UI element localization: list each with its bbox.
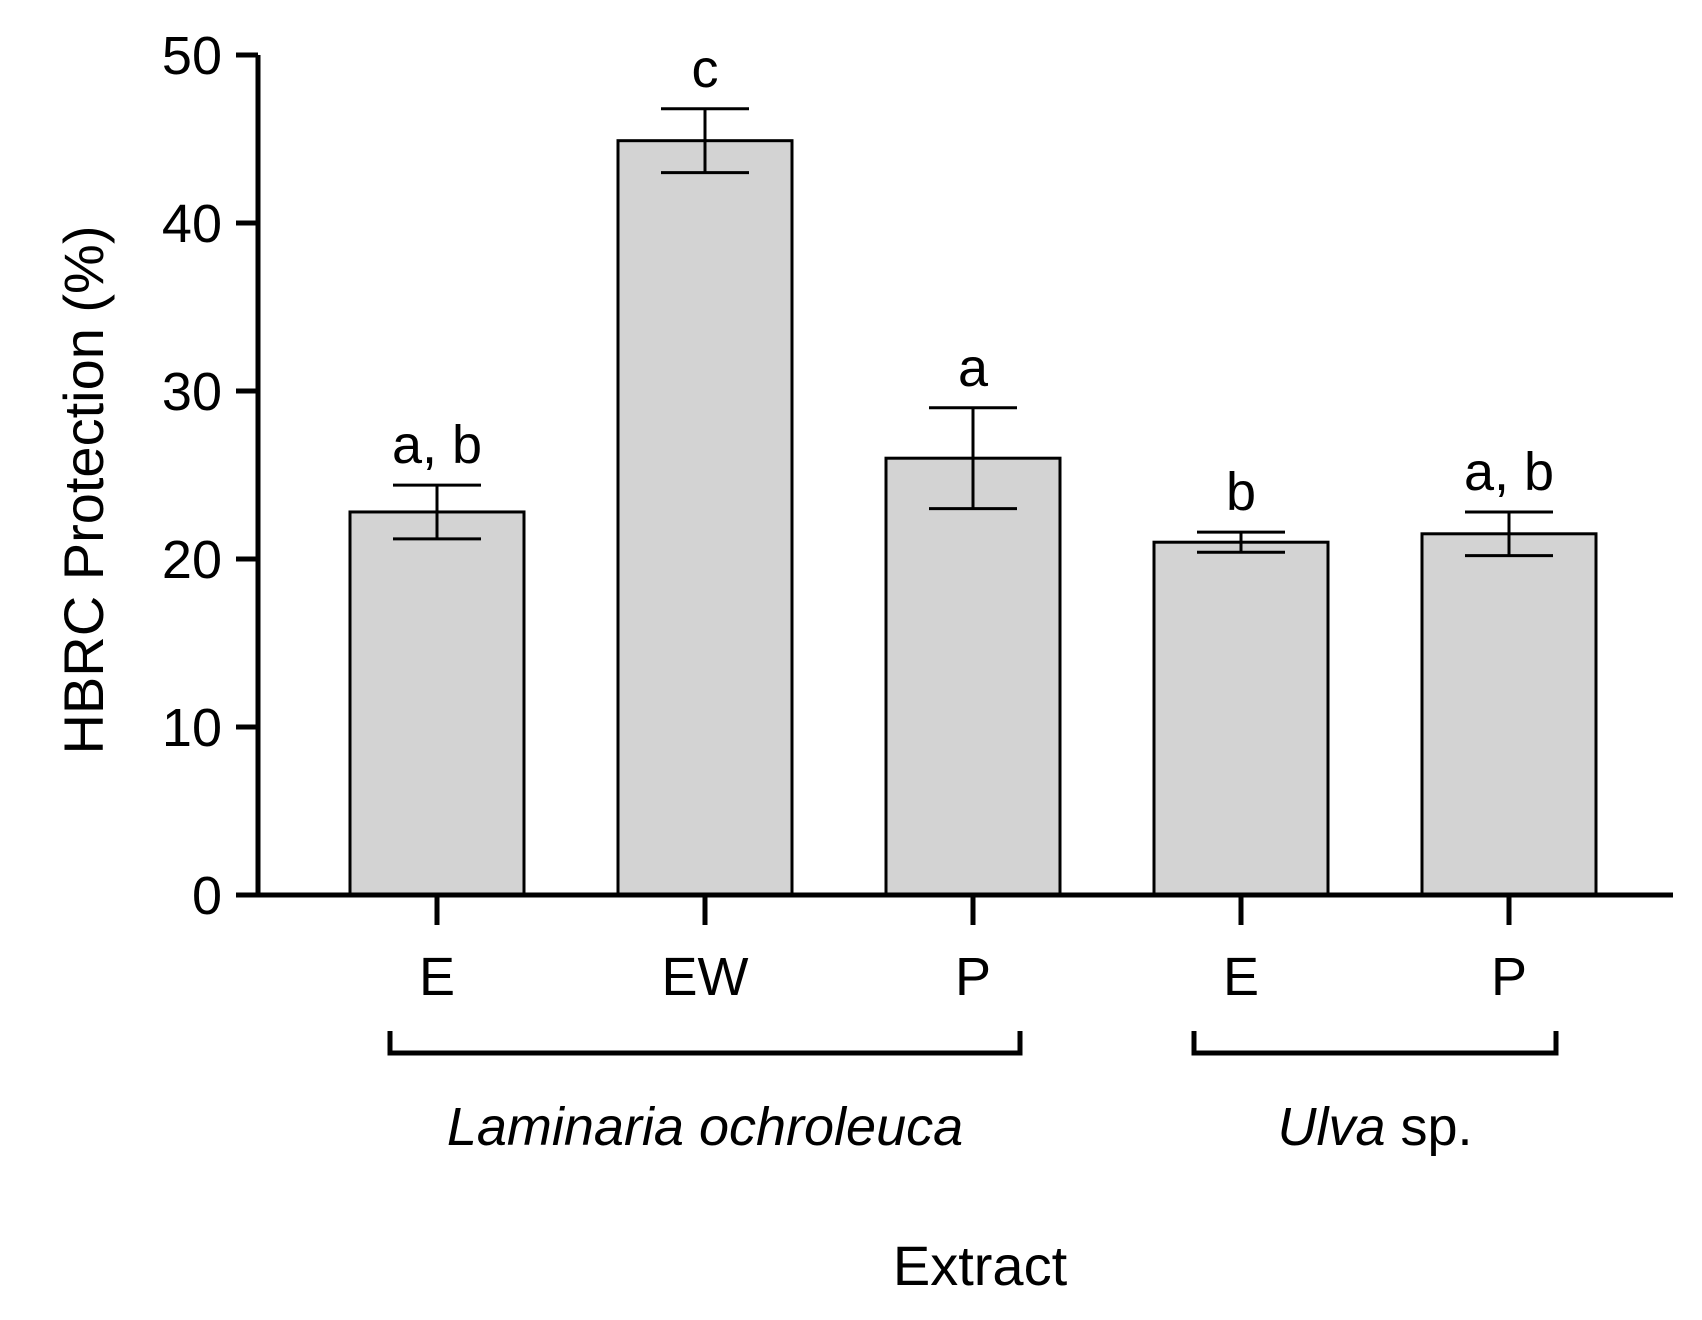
group-bracket (1191, 1031, 1559, 1056)
x-tick-label: E (1223, 947, 1259, 1007)
y-axis-ticks: 0 10 20 30 40 50 (162, 26, 258, 926)
x-axis-ticks: E EW P E P (419, 895, 1527, 1007)
bar (616, 139, 794, 897)
group-label: Laminaria ochroleuca (447, 1097, 963, 1157)
significance-labels: a, b c a b a, b (392, 39, 1554, 522)
bar (1420, 532, 1598, 897)
x-tick-label: E (419, 947, 455, 1007)
bars (348, 139, 1598, 897)
significance-label: a, b (1464, 442, 1554, 502)
significance-label: a (958, 338, 989, 398)
error-bars (393, 107, 1553, 558)
bar (884, 456, 1062, 897)
group-brackets: Laminaria ochroleuca Ulva sp. (387, 1031, 1559, 1157)
y-tick-label: 20 (162, 530, 222, 590)
y-tick-label: 30 (162, 362, 222, 422)
y-tick-label: 50 (162, 26, 222, 86)
significance-label: c (692, 39, 719, 99)
x-tick-label: P (1491, 947, 1527, 1007)
x-tick-label: P (955, 947, 991, 1007)
x-tick-label: EW (662, 947, 749, 1007)
y-tick-label: 40 (162, 194, 222, 254)
significance-label: a, b (392, 415, 482, 475)
bar (1152, 540, 1330, 897)
significance-label: b (1226, 462, 1256, 522)
y-tick-label: 0 (192, 866, 222, 926)
group-bracket (387, 1031, 1023, 1056)
group-label: Ulva sp. (1277, 1097, 1472, 1157)
y-axis-title: HBRC Protection (%) (52, 225, 115, 754)
x-axis-title: Extract (893, 1234, 1068, 1297)
bar (348, 510, 526, 897)
y-tick-label: 10 (162, 698, 222, 758)
